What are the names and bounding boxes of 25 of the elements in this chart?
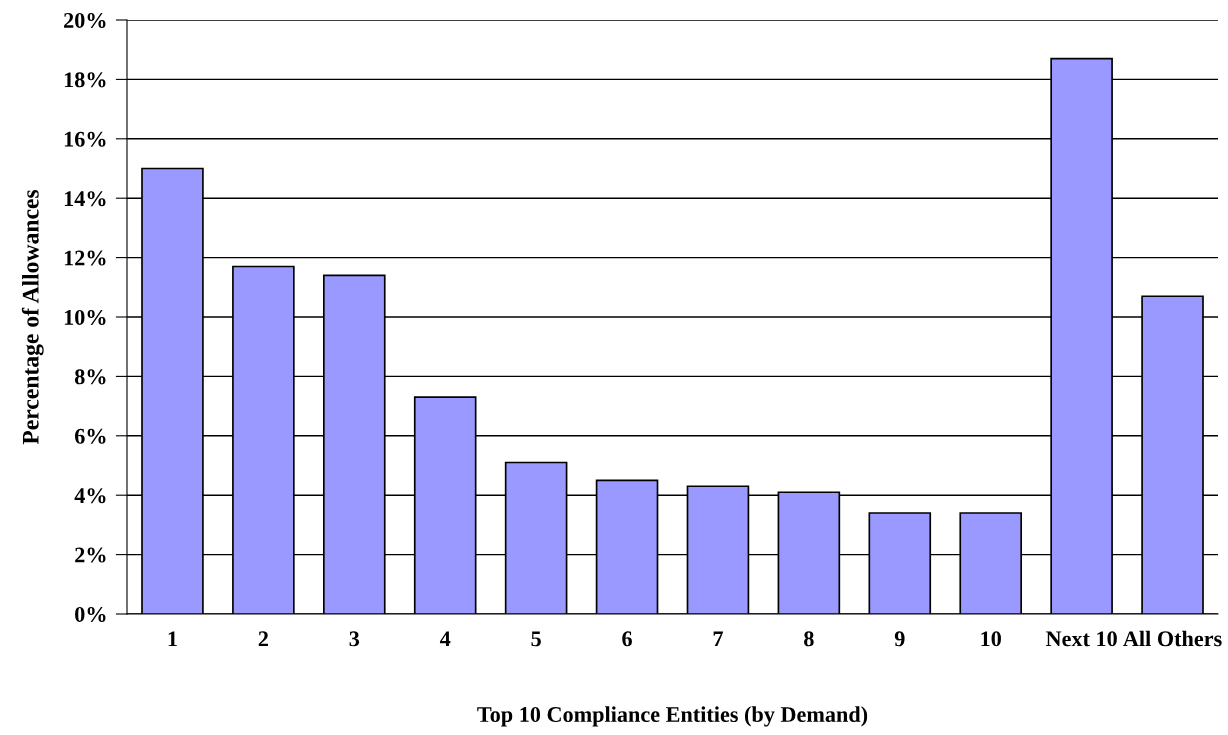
x-tick-label: 2 [258,631,268,647]
y-tick-label: 12% [64,250,106,266]
x-tick-label: 8 [804,631,814,647]
x-axis-title: Top 10 Compliance Entities (by Demand) [477,706,868,727]
x-tick-label: 10 [981,631,1001,647]
y-tick-label: 0% [75,606,106,622]
x-tick-label: 1 [168,631,177,647]
y-tick-label: 10% [64,309,106,325]
y-tick-label: 16% [64,131,106,147]
x-tick-label: 7 [713,631,723,647]
y-tick-label: 18% [64,72,106,88]
x-tick-label: 9 [894,631,905,647]
y-tick-label: 20% [64,12,106,28]
x-tick-label: All Others [1123,630,1222,647]
x-tick-label: 5 [531,631,541,647]
y-tick-label: 6% [74,428,106,444]
y-tick-label: 4% [74,488,106,504]
y-tick-label: 8% [74,369,106,385]
x-tick-label: 3 [349,631,360,647]
x-tick-label: Next 10 [1045,631,1117,647]
x-tick-label: 4 [439,631,451,647]
y-tick-label: 14% [64,191,106,207]
y-axis-title: Percentage of Allowances [21,189,44,445]
x-tick-label: 6 [622,631,632,647]
y-tick-label: 2% [75,547,106,563]
